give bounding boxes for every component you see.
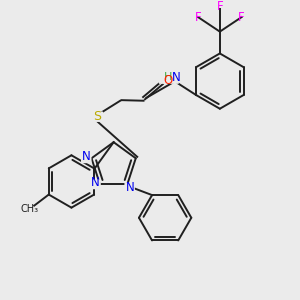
Text: N: N: [172, 71, 181, 84]
Text: H: H: [164, 73, 172, 82]
Text: N: N: [91, 176, 100, 189]
Text: CH₃: CH₃: [20, 204, 38, 214]
FancyBboxPatch shape: [159, 74, 179, 84]
FancyBboxPatch shape: [124, 183, 135, 193]
Text: N: N: [82, 150, 91, 163]
Text: F: F: [238, 11, 245, 24]
FancyBboxPatch shape: [91, 112, 103, 122]
Text: F: F: [195, 11, 201, 24]
Text: F: F: [217, 0, 223, 14]
FancyBboxPatch shape: [90, 179, 101, 189]
Text: S: S: [93, 110, 101, 123]
FancyBboxPatch shape: [81, 153, 92, 163]
Text: N: N: [126, 181, 135, 194]
Text: O: O: [164, 74, 173, 87]
